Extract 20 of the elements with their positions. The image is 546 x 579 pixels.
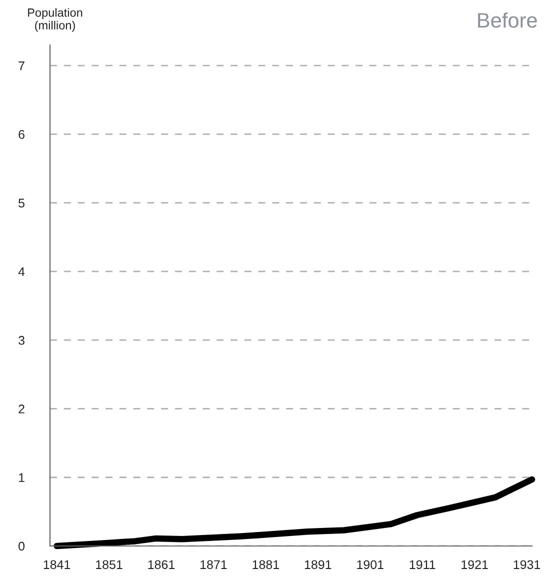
y-tick-label: 4 (18, 267, 25, 276)
x-tick-label: 1921 (462, 560, 488, 570)
y-tick-label: 1 (19, 473, 24, 482)
x-tick-label: 1901 (357, 560, 384, 570)
y-axis-title: Population (million) (28, 8, 82, 32)
y-tick-label: 3 (18, 336, 24, 345)
x-tick-label: 1841 (44, 560, 70, 570)
x-tick-label: 1861 (148, 560, 175, 570)
y-tick-label: 0 (18, 542, 25, 551)
x-tick-label: 1871 (200, 560, 227, 570)
x-tick-label: 1881 (252, 560, 279, 570)
y-tick-label: 5 (18, 198, 24, 208)
y-tick-label: 2 (18, 404, 24, 414)
x-tick-label: 1931 (514, 560, 540, 570)
chart-title: Before (478, 12, 537, 28)
x-tick-label: 1891 (304, 560, 332, 570)
x-tick-label: 1911 (410, 560, 436, 570)
y-tick-label: 6 (18, 130, 24, 139)
y-tick-label: 7 (18, 62, 24, 70)
x-tick-label: 1851 (96, 560, 122, 570)
